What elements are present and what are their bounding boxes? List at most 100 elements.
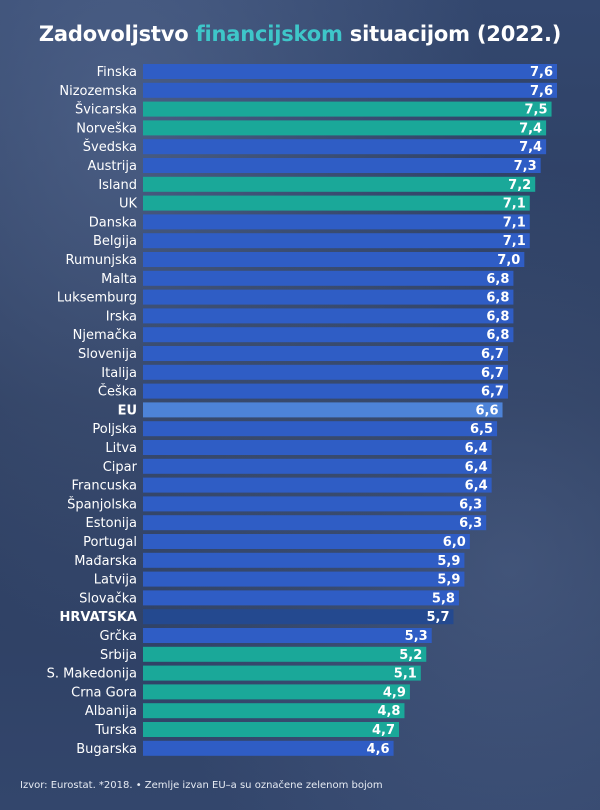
value-label-poljska: 6,5: [470, 422, 493, 437]
value-label-njemacka: 6,8: [486, 328, 509, 343]
title-part-2: situacijom (2022.): [342, 22, 562, 46]
category-label-grcka: Grčka: [99, 629, 137, 644]
category-label-ma-arska: Mađarska: [74, 554, 137, 569]
bar-finska: [143, 64, 557, 79]
category-label-finska: Finska: [97, 65, 137, 80]
bar-spanjolska: [143, 496, 487, 512]
value-label-francuska: 6,4: [465, 479, 488, 494]
value-label-danska: 7,1: [503, 215, 526, 230]
bar-ceska: [143, 383, 508, 399]
chart-title: Zadovoljstvo financijskom situacijom (20…: [0, 22, 600, 46]
bar-njemacka: [143, 327, 514, 343]
value-label-malta: 6,8: [486, 272, 509, 287]
bar-hrvatska: [143, 609, 454, 625]
category-label-latvija: Latvija: [94, 573, 137, 588]
value-label-uk: 7,1: [503, 197, 526, 212]
value-label-italija: 6,7: [481, 366, 504, 381]
value-label-crna-gora: 4,9: [383, 685, 406, 700]
value-label-albanija: 4,8: [377, 704, 400, 719]
bar-srbija: [143, 646, 427, 662]
category-label-turska: Turska: [94, 723, 137, 738]
category-label-slovenija: Slovenija: [78, 347, 137, 362]
value-label-eu: 6,6: [475, 403, 498, 418]
category-label-italija: Italija: [101, 366, 137, 381]
bar-albanija: [143, 703, 405, 719]
value-label-hrvatska: 5,7: [426, 610, 449, 625]
value-label-slovacka: 5,8: [432, 591, 455, 606]
category-label-uk: UK: [119, 197, 138, 212]
value-label-bugarska: 4,6: [367, 742, 390, 757]
bar-svedska: [143, 139, 547, 155]
bar-estonija: [143, 515, 487, 531]
value-label-svicarska: 7,5: [525, 103, 548, 118]
bar-litva: [143, 440, 492, 455]
bar-s-makedonija: [143, 665, 421, 681]
category-label-malta: Malta: [101, 272, 137, 287]
value-label-grcka: 5,3: [405, 629, 428, 644]
source-note: Izvor: Eurostat. *2018. • Zemlje izvan E…: [20, 780, 383, 791]
bar-poljska: [143, 421, 498, 437]
bar-francuska: [143, 477, 492, 493]
category-label-hrvatska: HRVATSKA: [60, 610, 138, 625]
category-label-eu: EU: [118, 403, 137, 418]
category-label-albanija: Albanija: [85, 704, 137, 719]
value-label-rumunjska: 7,0: [497, 253, 520, 268]
bar-portugal: [143, 534, 470, 549]
title-part-1: Zadovoljstvo: [38, 22, 196, 46]
category-label-ceska: Češka: [98, 384, 137, 400]
category-label-svicarska: Švicarska: [75, 102, 137, 118]
category-label-belgija: Belgija: [93, 234, 137, 249]
bar-turska: [143, 722, 400, 737]
value-label-s-makedonija: 5,1: [394, 667, 417, 682]
category-label-srbija: Srbija: [100, 648, 137, 663]
value-label-estonija: 6,3: [459, 516, 482, 531]
value-label-portugal: 6,0: [443, 535, 466, 550]
category-label-norveska: Norveška: [76, 121, 137, 136]
category-label-bugarska: Bugarska: [76, 742, 137, 757]
category-label-cipar: Cipar: [103, 460, 138, 475]
value-label-latvija: 5,9: [437, 573, 460, 588]
bar-norveska: [143, 120, 547, 136]
category-label-njemacka: Njemačka: [73, 328, 137, 343]
bar-ma-arska: [143, 552, 465, 568]
category-label-litva: Litva: [105, 441, 137, 456]
bar-island: [143, 176, 536, 192]
bar-nizozemska: [143, 82, 557, 98]
category-label-slovacka: Slovačka: [79, 591, 137, 606]
value-label-litva: 6,4: [465, 441, 488, 456]
value-label-irska: 6,8: [486, 309, 509, 324]
value-label-belgija: 7,1: [503, 234, 526, 249]
value-label-slovenija: 6,7: [481, 347, 504, 362]
value-label-ma-arska: 5,9: [437, 554, 460, 569]
bar-svicarska: [143, 101, 552, 117]
bar-eu: [143, 402, 503, 418]
value-label-luksemburg: 6,8: [486, 291, 509, 306]
category-label-svedska: Švedska: [83, 139, 137, 155]
value-label-island: 7,2: [508, 178, 531, 193]
value-label-turska: 4,7: [372, 723, 395, 738]
bar-crna-gora: [143, 684, 410, 700]
value-label-nizozemska: 7,6: [530, 84, 553, 99]
bar-slovacka: [143, 590, 459, 606]
bar-danska: [143, 214, 530, 230]
bar-slovenija: [143, 346, 508, 361]
category-label-portugal: Portugal: [83, 535, 137, 550]
category-label-island: Island: [98, 178, 137, 193]
bar-italija: [143, 364, 508, 380]
value-label-ceska: 6,7: [481, 385, 504, 400]
value-label-srbija: 5,2: [399, 648, 422, 663]
bar-grcka: [143, 628, 432, 643]
category-label-nizozemska: Nizozemska: [59, 84, 137, 99]
bar-cipar: [143, 458, 492, 474]
bar-rumunjska: [143, 252, 525, 267]
category-label-austrija: Austrija: [87, 159, 137, 174]
category-label-estonija: Estonija: [86, 516, 137, 531]
category-label-francuska: Francuska: [71, 479, 137, 494]
value-label-cipar: 6,4: [465, 460, 488, 475]
category-label-s-makedonija: S. Makedonija: [47, 667, 137, 682]
value-label-svedska: 7,4: [519, 140, 542, 155]
category-label-rumunjska: Rumunjska: [66, 253, 137, 268]
value-label-finska: 7,6: [530, 65, 553, 80]
bar-belgija: [143, 233, 530, 249]
title-highlight: financijskom: [195, 22, 343, 46]
